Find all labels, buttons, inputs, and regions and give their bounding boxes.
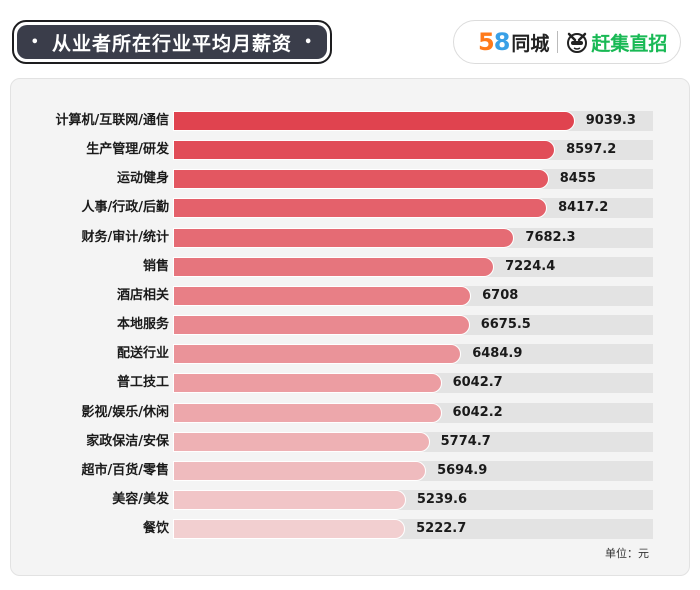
- category-label: 配送行业: [116, 346, 169, 362]
- logo-tongcheng: 同城: [511, 32, 550, 55]
- bar: [173, 519, 406, 540]
- category-label: 餐饮: [142, 521, 169, 537]
- value-label: 6042.2: [452, 404, 503, 420]
- value-label: 6042.7: [452, 375, 503, 391]
- category-label: 美容/美发: [112, 491, 169, 507]
- category-label: 人事/行政/后勤: [81, 200, 170, 216]
- logo-digit-5: 5: [478, 28, 495, 56]
- logo-divider: [557, 31, 559, 53]
- category-label: 销售: [142, 258, 169, 274]
- category-label: 影视/娱乐/休闲: [81, 404, 170, 420]
- brand-logo: 58 同城 赶集直招: [453, 20, 681, 64]
- value-label: 5222.7: [416, 521, 467, 537]
- value-label: 7224.4: [505, 258, 556, 274]
- value-label: 8417.2: [558, 200, 609, 216]
- value-label: 9039.3: [585, 113, 636, 128]
- category-label: 超市/百货/零售: [81, 462, 170, 478]
- bar: [173, 169, 549, 190]
- category-label: 酒店相关: [116, 287, 169, 303]
- bar: [173, 111, 575, 131]
- bar: [173, 373, 442, 394]
- category-label: 计算机/互联网/通信: [55, 113, 170, 128]
- bar: [173, 227, 515, 248]
- title-bullet-right: •: [304, 34, 314, 50]
- value-label: 6708: [482, 287, 519, 303]
- category-label: 普工技工: [116, 375, 169, 391]
- bar: [173, 460, 427, 481]
- bar: [173, 140, 556, 161]
- chart-rows: 计算机/互联网/通信 9039.3 生产管理/研发 8597.2 运动健身 8455 人事/…: [11, 79, 691, 577]
- category-label: 财务/审计/统计: [81, 229, 170, 245]
- chart-panel: 计算机/互联网/通信 9039.3 生产管理/研发 8597.2 运动健身 8455 人事/…: [10, 78, 690, 576]
- bar: [173, 344, 462, 365]
- category-label: 生产管理/研发: [86, 142, 169, 158]
- page-title: 从业者所在行业平均月薪资: [51, 32, 292, 55]
- title-banner: • 从业者所在行业平均月薪资 •: [12, 20, 332, 64]
- value-label: 5774.7: [440, 433, 491, 449]
- ganji-mascot-icon: [567, 32, 588, 53]
- title-bullet-left: •: [30, 34, 40, 50]
- bar: [173, 402, 442, 423]
- value-label: 5694.9: [437, 462, 488, 478]
- unit-label: 单位：元: [605, 547, 649, 560]
- bar: [173, 315, 470, 336]
- value-label: 8455: [559, 171, 596, 187]
- title-inner: • 从业者所在行业平均月薪资 •: [17, 25, 327, 59]
- bar: [173, 285, 472, 306]
- logo-ganji: 赶集直招: [591, 32, 668, 55]
- bar: [173, 198, 548, 219]
- bar: [173, 256, 495, 277]
- logo-58: 58: [478, 28, 511, 56]
- category-label: 运动健身: [116, 171, 169, 187]
- bar: [173, 431, 430, 452]
- logo-digit-8: 8: [493, 28, 511, 56]
- value-label: 7682.3: [525, 229, 576, 245]
- category-label: 本地服务: [116, 317, 169, 333]
- value-label: 6484.9: [472, 346, 523, 362]
- category-label: 家政保洁/安保: [86, 433, 169, 449]
- bar: [173, 489, 406, 510]
- value-label: 6675.5: [480, 317, 531, 333]
- value-label: 8597.2: [566, 142, 617, 158]
- value-label: 5239.6: [416, 491, 468, 507]
